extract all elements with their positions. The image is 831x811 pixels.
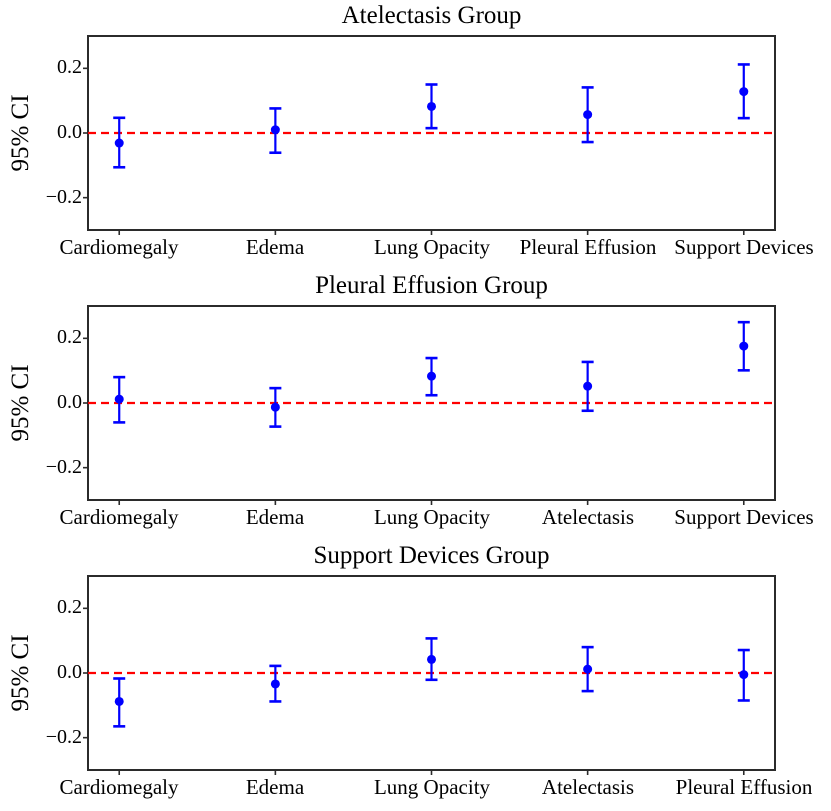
y-tick-label: 0.0 bbox=[57, 121, 82, 144]
plot-area-support-devices bbox=[83, 575, 776, 775]
plot-area-pleural-effusion bbox=[83, 305, 776, 505]
chart-title: Support Devices Group bbox=[313, 542, 550, 569]
x-tick-label: Atelectasis bbox=[541, 775, 635, 799]
x-tick-label: Atelectasis bbox=[541, 505, 635, 529]
y-axis-label: 95% CI bbox=[7, 94, 34, 172]
x-tick-label: Support Devices bbox=[674, 235, 814, 259]
y-tick-label: −0.2 bbox=[45, 726, 82, 749]
y-tick-label: 0.0 bbox=[57, 661, 82, 684]
y-tick-label: −0.2 bbox=[45, 186, 82, 209]
x-tick-label: Pleural Effusion bbox=[675, 775, 813, 799]
x-tick-label: Lung Opacity bbox=[373, 775, 491, 799]
x-tick-label: Edema bbox=[245, 775, 305, 799]
x-tick-label: Edema bbox=[245, 505, 305, 529]
chart-title: Pleural Effusion Group bbox=[315, 272, 548, 299]
x-tick-label: Support Devices bbox=[674, 505, 814, 529]
y-tick-label: 0.2 bbox=[57, 326, 82, 349]
plot-area-atelectasis bbox=[83, 35, 776, 235]
y-tick-label: −0.2 bbox=[45, 456, 82, 479]
x-tick-label: Edema bbox=[245, 235, 305, 259]
y-axis-label: 95% CI bbox=[7, 364, 34, 442]
y-tick-label: 0.2 bbox=[57, 56, 82, 79]
panel-atelectasis-group: Atelectasis Group 95% CI 0.2 0.0 −0.2 Ca… bbox=[0, 0, 831, 270]
y-tick-label: 0.0 bbox=[57, 391, 82, 414]
y-axis-label: 95% CI bbox=[7, 634, 34, 712]
panel-pleural-effusion-group: Pleural Effusion Group 95% CI 0.2 0.0 −0… bbox=[0, 270, 831, 540]
x-tick-label: Pleural Effusion bbox=[519, 235, 657, 259]
x-tick-label: Lung Opacity bbox=[373, 235, 491, 259]
x-tick-label: Cardiomegaly bbox=[59, 775, 179, 799]
x-tick-label: Lung Opacity bbox=[373, 505, 491, 529]
chart-title: Atelectasis Group bbox=[341, 2, 522, 29]
x-tick-label: Cardiomegaly bbox=[59, 235, 179, 259]
x-tick-label: Cardiomegaly bbox=[59, 505, 179, 529]
panel-support-devices-group: Support Devices Group 95% CI 0.2 0.0 −0.… bbox=[0, 540, 831, 810]
y-tick-label: 0.2 bbox=[57, 596, 82, 619]
